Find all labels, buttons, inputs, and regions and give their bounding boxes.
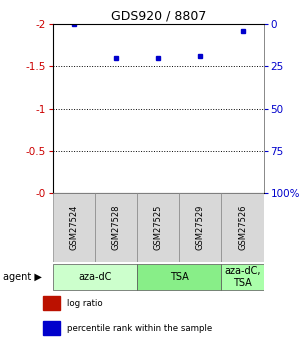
Text: GSM27528: GSM27528: [112, 205, 121, 250]
Bar: [95, 193, 137, 262]
Bar: [221, 264, 264, 290]
Text: GSM27529: GSM27529: [196, 205, 205, 250]
Bar: [233, 193, 252, 345]
Bar: [137, 193, 179, 262]
Bar: [191, 193, 210, 227]
Text: GSM27524: GSM27524: [70, 205, 78, 250]
Bar: [43, 296, 60, 309]
Text: GSM27525: GSM27525: [154, 205, 163, 250]
Text: percentile rank within the sample: percentile rank within the sample: [67, 324, 212, 333]
Bar: [107, 193, 126, 248]
Bar: [53, 264, 137, 290]
Text: aza-dC: aza-dC: [78, 272, 112, 282]
Bar: [149, 193, 168, 225]
Title: GDS920 / 8807: GDS920 / 8807: [111, 10, 206, 23]
Text: aza-dC,
TSA: aza-dC, TSA: [224, 266, 261, 288]
Bar: [137, 264, 221, 290]
Text: GSM27526: GSM27526: [238, 205, 247, 250]
Text: agent ▶: agent ▶: [3, 272, 42, 282]
Text: log ratio: log ratio: [67, 299, 102, 308]
Bar: [221, 193, 264, 262]
Bar: [53, 193, 95, 262]
Bar: [179, 193, 221, 262]
Bar: [65, 193, 84, 195]
Bar: [43, 321, 60, 335]
Text: TSA: TSA: [170, 272, 189, 282]
